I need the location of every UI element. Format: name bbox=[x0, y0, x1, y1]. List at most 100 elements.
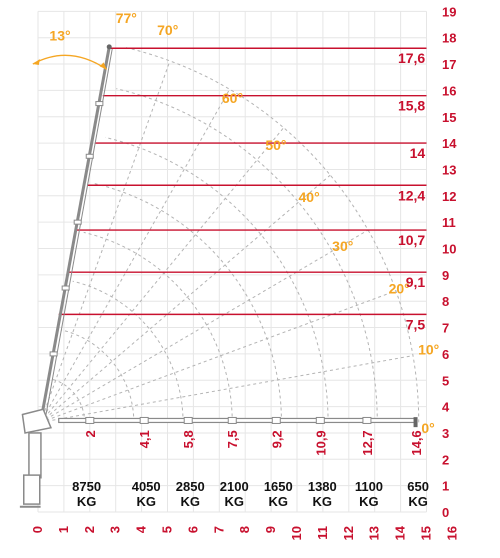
y-axis-label: 0 bbox=[442, 505, 449, 520]
angle-ray bbox=[40, 60, 171, 423]
x-axis-label: 14 bbox=[393, 525, 408, 540]
x-axis-label: 6 bbox=[185, 526, 200, 533]
boom-section-joint bbox=[271, 416, 281, 424]
capacity-value: 4050 bbox=[132, 479, 161, 494]
x-axis-label: 16 bbox=[444, 526, 459, 540]
y-axis-label: 16 bbox=[442, 83, 456, 98]
boom-section-joint bbox=[85, 416, 95, 424]
y-axis-label: 18 bbox=[442, 31, 456, 46]
outreach-label: 14,6 bbox=[409, 430, 424, 455]
x-axis-label: 15 bbox=[419, 526, 434, 540]
boom-section-joint bbox=[95, 101, 104, 107]
y-axis-label: 13 bbox=[442, 162, 456, 177]
raised-boom-edge bbox=[44, 48, 113, 423]
labels: 77°70°60°50°40°30°20°10°0°17,615,81412,4… bbox=[30, 4, 459, 540]
x-axis-label: 3 bbox=[108, 526, 123, 533]
y-axis-label: 5 bbox=[442, 373, 449, 388]
angle-ray bbox=[40, 290, 397, 423]
reach-arc bbox=[61, 329, 135, 423]
capacity-unit: KG bbox=[136, 494, 156, 509]
crane-turret bbox=[21, 408, 52, 434]
capacity-value: 650 bbox=[407, 479, 429, 494]
capacity-unit: KG bbox=[77, 494, 97, 509]
boom-tip bbox=[106, 44, 112, 50]
angle-label: 20° bbox=[389, 281, 410, 297]
y-axis-label: 12 bbox=[442, 189, 456, 204]
angle-ray bbox=[40, 355, 414, 423]
boom-section-joint bbox=[315, 416, 325, 424]
outreach-label: 10,9 bbox=[313, 430, 328, 455]
angle-label: 30° bbox=[332, 238, 353, 254]
capacity-unit: KG bbox=[269, 494, 289, 509]
reach-arc bbox=[83, 231, 233, 423]
y-axis-label: 10 bbox=[442, 242, 456, 257]
grid bbox=[37, 10, 427, 513]
y-axis-label: 1 bbox=[442, 479, 449, 494]
y-axis-label: 4 bbox=[442, 400, 450, 415]
y-axis-label: 11 bbox=[442, 215, 456, 230]
y-axis-label: 17 bbox=[442, 57, 456, 72]
x-axis-label: 5 bbox=[160, 526, 175, 533]
reach-height-label: 15,8 bbox=[398, 98, 425, 114]
reach-arc bbox=[50, 378, 86, 423]
swing-arrow-right bbox=[99, 62, 107, 70]
angle-label: 60° bbox=[222, 90, 243, 106]
crane-base bbox=[23, 474, 41, 505]
x-axis-label: 10 bbox=[289, 526, 304, 540]
capacity-value: 8750 bbox=[72, 479, 101, 494]
reach-height-label: 9,1 bbox=[406, 274, 426, 290]
angle-label: 70° bbox=[157, 22, 178, 38]
reach-lines bbox=[58, 47, 427, 316]
angle-ray bbox=[40, 127, 285, 423]
outreach-label: 4,1 bbox=[137, 430, 152, 448]
capacity-value: 1380 bbox=[308, 479, 337, 494]
x-axis-label: 9 bbox=[263, 526, 278, 533]
swing-arc bbox=[32, 54, 107, 70]
boom-section-joint bbox=[227, 416, 237, 424]
raised-boom bbox=[39, 46, 111, 423]
angle-label: 10° bbox=[418, 342, 439, 358]
boom-section-joint bbox=[85, 153, 94, 159]
y-axis-label: 9 bbox=[442, 268, 449, 283]
reach-arcs bbox=[50, 47, 420, 423]
x-axis-label: 2 bbox=[82, 526, 97, 533]
x-axis-label: 7 bbox=[211, 526, 226, 533]
reach-height-label: 12,4 bbox=[398, 187, 425, 203]
reach-arc bbox=[94, 183, 282, 423]
angle-rays bbox=[40, 60, 414, 423]
angle-ray bbox=[40, 88, 231, 423]
angle-ray bbox=[40, 174, 331, 423]
reach-height-label: 14 bbox=[410, 145, 426, 161]
boom-section-joint bbox=[73, 219, 82, 225]
y-axis-label: 8 bbox=[442, 294, 449, 309]
capacity-value: 1650 bbox=[264, 479, 293, 494]
y-axis-label: 19 bbox=[442, 4, 456, 19]
x-axis-label: 13 bbox=[367, 526, 382, 540]
crane-column bbox=[28, 432, 42, 479]
x-axis-label: 0 bbox=[30, 526, 45, 533]
x-axis-label: 12 bbox=[341, 526, 356, 540]
capacity-unit: KG bbox=[408, 494, 428, 509]
y-axis-label: 15 bbox=[442, 110, 456, 125]
angle-label: 40° bbox=[299, 189, 320, 205]
x-axis-label: 8 bbox=[237, 526, 252, 533]
x-axis-label: 1 bbox=[56, 526, 71, 533]
reach-arc bbox=[125, 47, 420, 423]
capacity-unit: KG bbox=[359, 494, 379, 509]
reach-height-label: 10,7 bbox=[398, 232, 425, 248]
outreach-label: 2 bbox=[83, 430, 98, 437]
angle-label: 0° bbox=[421, 420, 434, 436]
crane-boom-drawing bbox=[19, 44, 418, 508]
x-axis-label: 4 bbox=[134, 525, 149, 533]
capacity-value: 2850 bbox=[176, 479, 205, 494]
capacity-unit: KG bbox=[225, 494, 245, 509]
boom-section-joint bbox=[183, 416, 193, 424]
y-axis-label: 6 bbox=[442, 347, 449, 362]
angle-label: 50° bbox=[265, 137, 286, 153]
y-axis-label: 2 bbox=[442, 452, 449, 467]
outreach-label: 9,2 bbox=[269, 430, 284, 448]
capacity-unit: KG bbox=[313, 494, 333, 509]
capacity-value: 1100 bbox=[355, 479, 383, 494]
reach-arc bbox=[105, 136, 329, 423]
